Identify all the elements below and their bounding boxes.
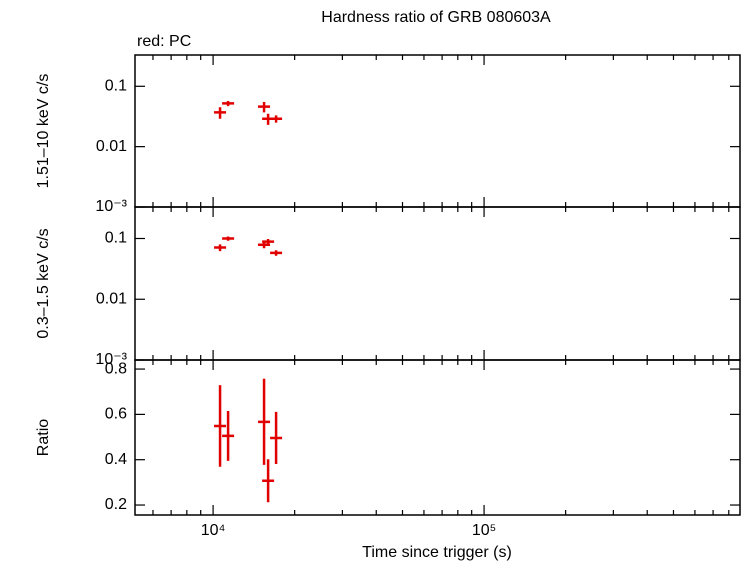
chart-title: Hardness ratio of GRB 080603A	[321, 9, 551, 26]
y-axis-label: 0.3–1.5 keV c/s	[35, 228, 52, 338]
error-bar-point	[270, 411, 283, 465]
y-tick-label: 0.8	[105, 360, 127, 377]
panel-frame	[134, 54, 741, 208]
y-tick-label: 0.1	[105, 78, 127, 95]
y-tick-label: 0.01	[96, 290, 127, 307]
x-tick-label: 10⁴	[201, 522, 226, 539]
panel-frame	[134, 359, 741, 516]
y-axis-label: Ratio	[35, 419, 52, 456]
y-tick-label: 0.2	[105, 496, 127, 513]
error-bar-point	[222, 101, 235, 107]
error-bar-point	[270, 115, 283, 123]
error-bar-point	[262, 459, 275, 503]
y-tick-label: 10⁻³	[95, 351, 127, 368]
y-axis-label: 1.51–10 keV c/s	[35, 74, 52, 189]
x-axis-label: Time since trigger (s)	[362, 544, 512, 561]
error-bar-point	[258, 101, 271, 113]
error-bar-point	[262, 239, 275, 245]
error-bar-point	[214, 385, 227, 467]
error-bar-point	[258, 378, 271, 465]
y-tick-label: 0.4	[105, 451, 127, 468]
y-tick-label: 10⁻³	[95, 198, 127, 215]
y-tick-label: 0.01	[96, 138, 127, 155]
error-bar-point	[214, 107, 227, 119]
error-bar-point	[222, 236, 235, 241]
y-tick-label: 0.6	[105, 406, 127, 423]
panel-frame	[134, 206, 741, 361]
error-bar-point	[214, 244, 227, 252]
y-tick-label: 0.1	[105, 230, 127, 247]
error-bar-point	[222, 410, 235, 461]
error-bar-point	[270, 250, 283, 256]
x-tick-label: 10⁵	[472, 522, 496, 539]
subtitle: red: PC	[137, 33, 191, 50]
